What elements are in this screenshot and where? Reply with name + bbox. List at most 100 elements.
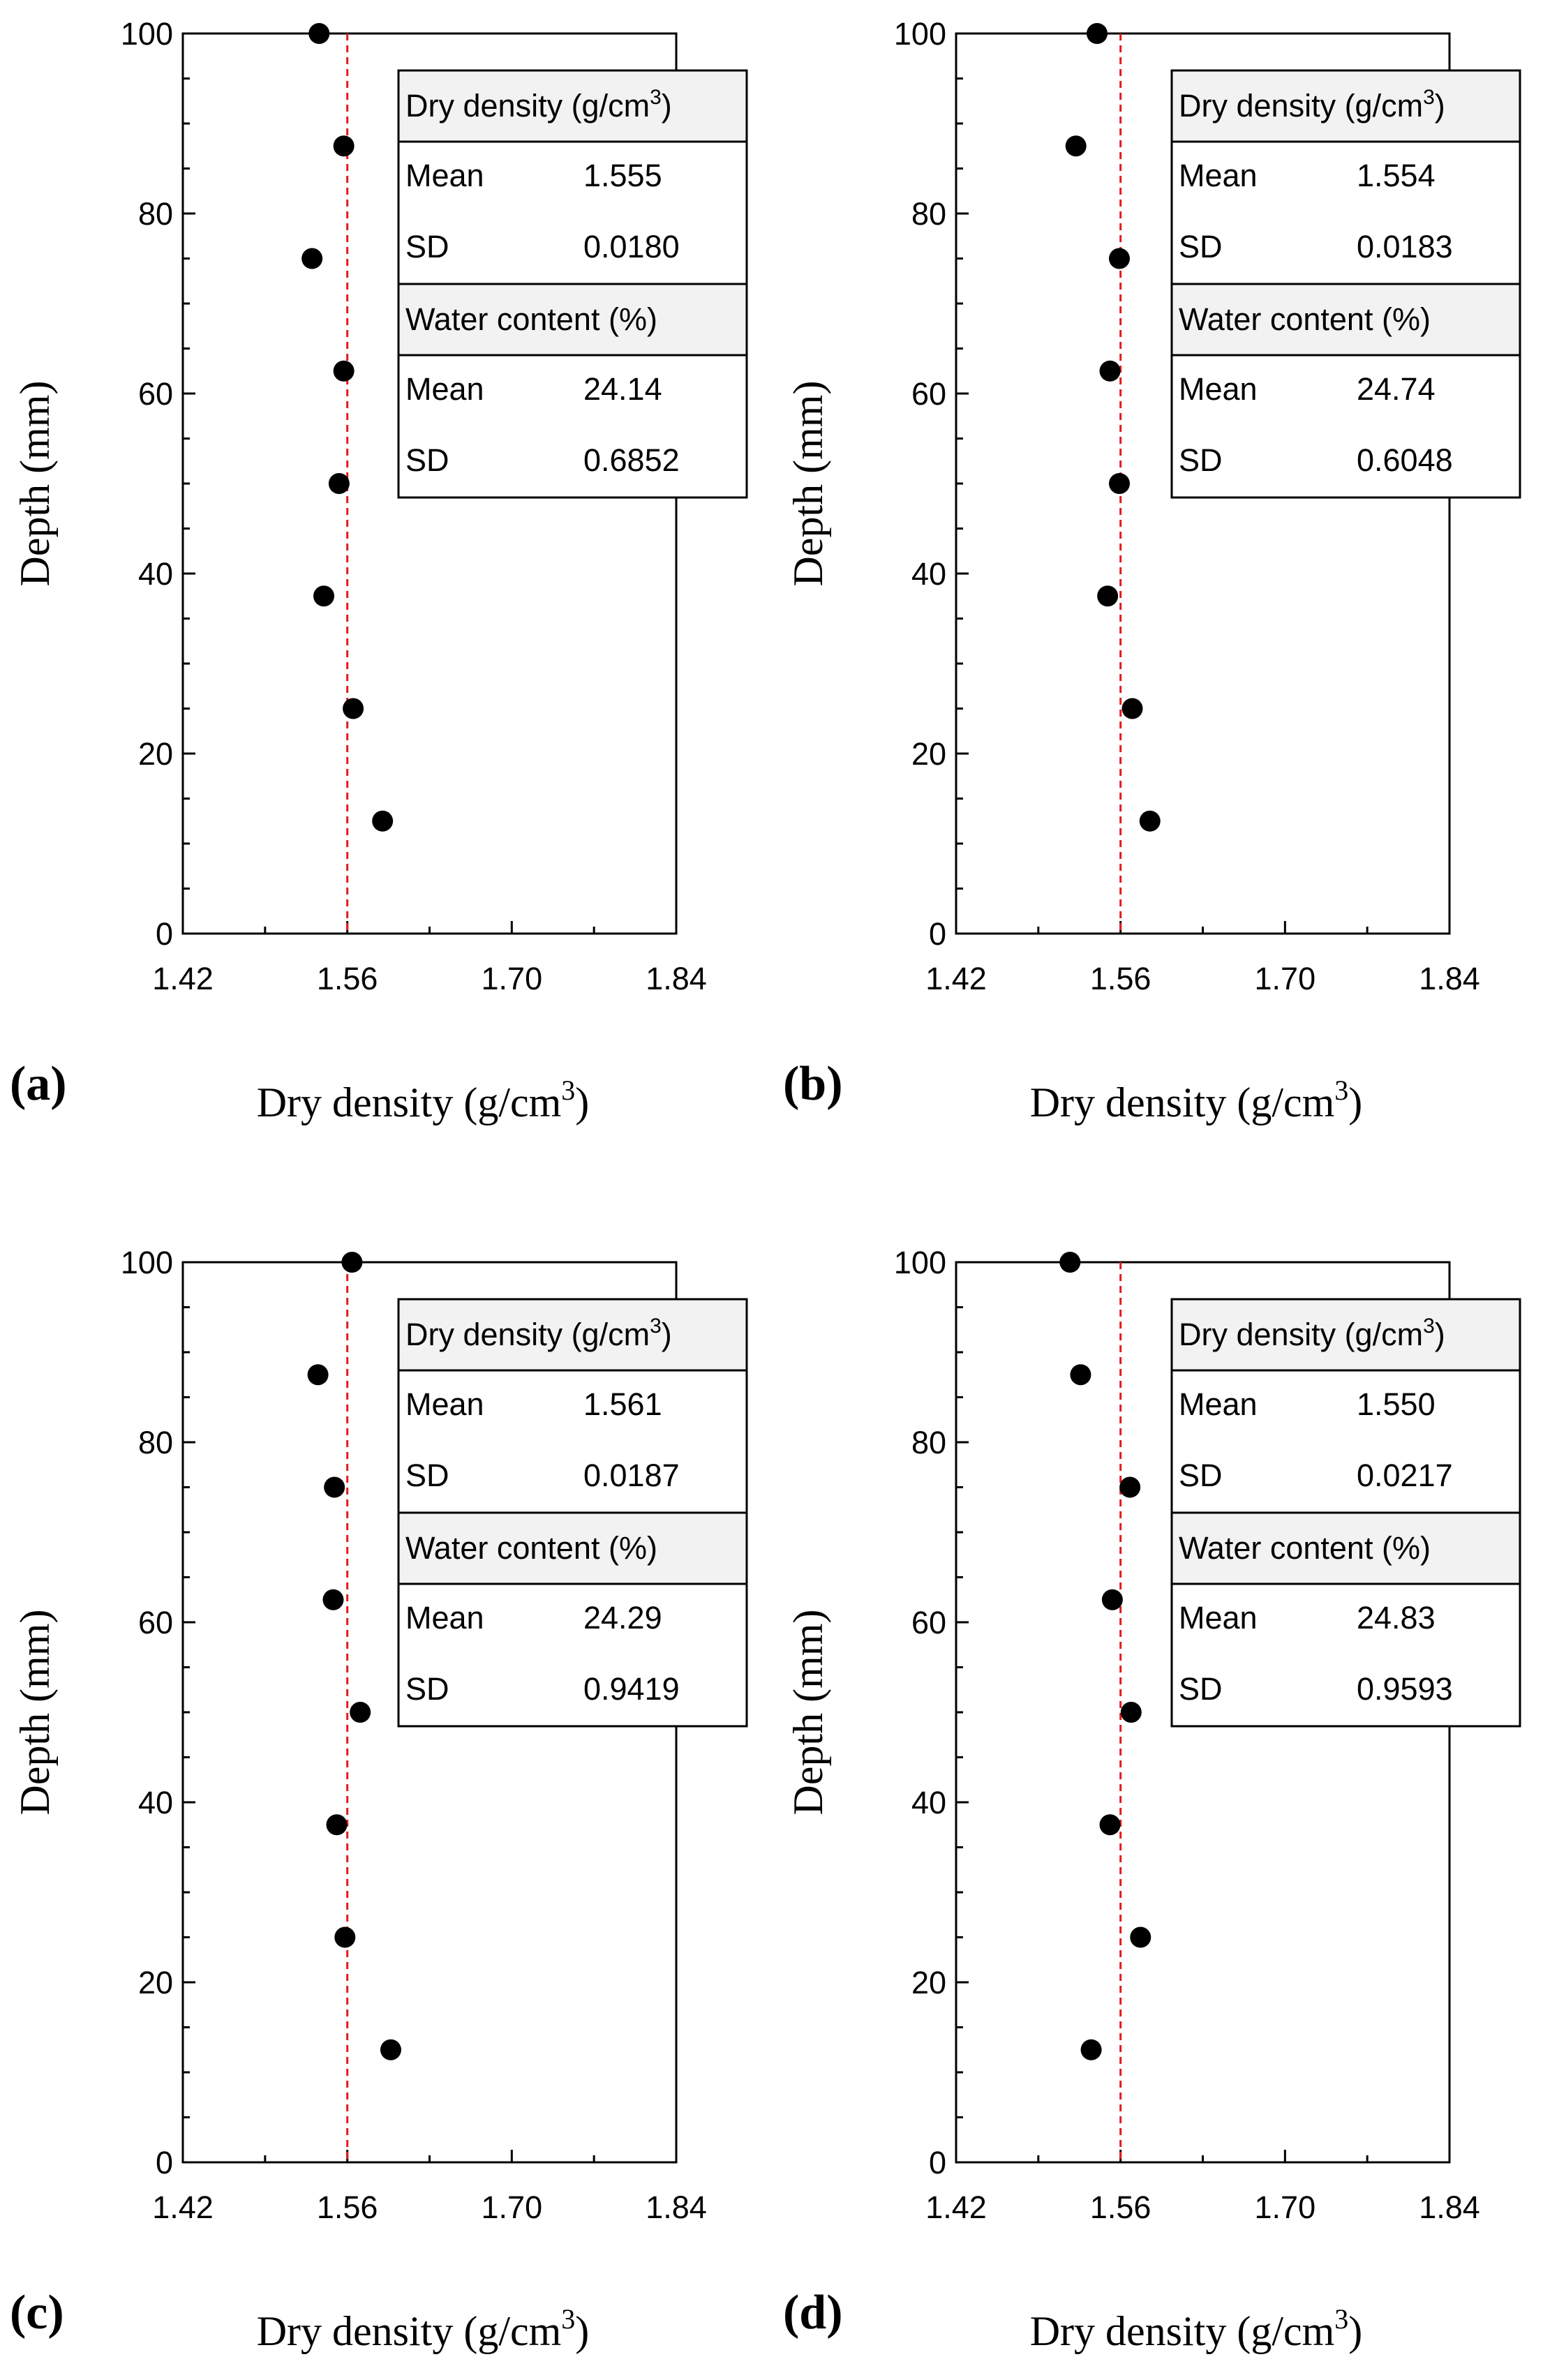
x-tick-label: 1.70 bbox=[1255, 2190, 1316, 2225]
chart-panel-c: 0 20 40 60 80 100 1.42 1.56 1.70 1.84 Dry density … bbox=[10, 1245, 748, 2354]
data-point bbox=[308, 23, 330, 44]
data-point bbox=[1065, 135, 1087, 157]
data-point bbox=[1087, 23, 1108, 44]
data-point bbox=[322, 1589, 344, 1610]
data-point bbox=[333, 360, 355, 382]
panel-label: (b) bbox=[783, 1057, 843, 1111]
data-point bbox=[380, 2039, 401, 2060]
stats-dry-header: Dry density (g/cm3) bbox=[1179, 1315, 1445, 1352]
stats-dry-mean-label: Mean bbox=[405, 158, 484, 193]
stats-water-sd-value: 0.9593 bbox=[1357, 1671, 1453, 1707]
data-point bbox=[324, 1476, 345, 1498]
data-point bbox=[333, 135, 355, 157]
stats-dry-mean-value: 1.555 bbox=[583, 158, 662, 193]
stats-water-mean-value: 24.14 bbox=[583, 371, 662, 407]
x-tick-label: 1.84 bbox=[646, 2190, 707, 2225]
x-tick-label: 1.70 bbox=[482, 2190, 543, 2225]
x-axis-title-sup: 3 bbox=[561, 2303, 575, 2335]
x-tick-label: 1.56 bbox=[317, 2190, 378, 2225]
stats-rows-water-bg bbox=[398, 1584, 747, 1726]
stats-dry-header-text: Dry density (g/cm bbox=[405, 1317, 650, 1352]
data-point bbox=[350, 1702, 371, 1723]
data-point bbox=[1120, 1702, 1142, 1723]
stats-dry-sd-label: SD bbox=[405, 1458, 449, 1493]
y-tick-label: 0 bbox=[929, 2145, 946, 2180]
x-tick-label: 1.84 bbox=[1419, 2190, 1480, 2225]
x-tick-label: 1.84 bbox=[1419, 961, 1480, 996]
x-axis-title-sup: 3 bbox=[1334, 2303, 1348, 2335]
y-tick-label: 40 bbox=[911, 556, 946, 592]
panel-label: (d) bbox=[783, 2286, 843, 2340]
stats-dry-sd-label: SD bbox=[1179, 229, 1223, 264]
x-axis-title-sup: 3 bbox=[1334, 1075, 1348, 1106]
stats-dry-header: Dry density (g/cm3) bbox=[1179, 86, 1445, 124]
x-axis-title: Dry density (g/cm3) bbox=[1030, 1075, 1363, 1125]
x-tick-label: 1.84 bbox=[646, 961, 707, 996]
stats-dry-header: Dry density (g/cm3) bbox=[405, 86, 672, 124]
stats-water-mean-label: Mean bbox=[405, 371, 484, 407]
y-tick-label: 60 bbox=[911, 1605, 946, 1640]
data-point bbox=[1070, 1364, 1091, 1386]
stats-dry-header-text: Dry density (g/cm bbox=[1179, 88, 1423, 124]
y-tick-label: 20 bbox=[911, 1965, 946, 2000]
x-axis-title: Dry density (g/cm3) bbox=[1030, 2303, 1363, 2354]
y-tick-label: 0 bbox=[156, 916, 173, 952]
x-axis-title-text: Dry density (g/cm bbox=[1030, 1079, 1335, 1125]
stats-rows-dry-bg bbox=[398, 1370, 747, 1513]
stats-dry-header-text: Dry density (g/cm bbox=[1179, 1317, 1423, 1352]
x-tick-label: 1.70 bbox=[1255, 961, 1316, 996]
stats-dry-sd-label: SD bbox=[405, 229, 449, 264]
stats-dry-header-end: ) bbox=[1435, 88, 1445, 124]
y-tick-label: 60 bbox=[138, 376, 173, 412]
stats-dry-header-sup: 3 bbox=[1423, 1315, 1435, 1338]
x-tick-label: 1.42 bbox=[152, 961, 214, 996]
x-axis-title-text: Dry density (g/cm bbox=[1030, 2308, 1335, 2354]
x-axis-title-end: ) bbox=[1348, 2308, 1362, 2354]
stats-rows-dry-bg bbox=[1172, 1370, 1520, 1513]
stats-rows-water-bg bbox=[398, 355, 747, 497]
x-tick-label: 1.42 bbox=[152, 2190, 214, 2225]
stats-water-header: Water content (%) bbox=[1179, 1530, 1431, 1566]
data-point bbox=[1121, 698, 1143, 719]
stats-dry-mean-value: 1.561 bbox=[583, 1386, 662, 1422]
stats-rows-dry-bg bbox=[1172, 142, 1520, 284]
y-tick-label: 100 bbox=[121, 16, 173, 52]
y-tick-label: 60 bbox=[911, 376, 946, 412]
stats-water-header: Water content (%) bbox=[1179, 301, 1431, 337]
chart-panel-a: 0 20 40 60 80 100 1.42 1.56 1.70 1.84 Dry density … bbox=[10, 16, 748, 1125]
stats-dry-header-sup: 3 bbox=[1423, 86, 1435, 109]
y-tick-label: 80 bbox=[138, 196, 173, 232]
stats-header-dry-bg bbox=[398, 1299, 747, 1370]
y-tick-label: 100 bbox=[894, 16, 946, 52]
stats-rows-dry-bg bbox=[398, 142, 747, 284]
stats-dry-header-text: Dry density (g/cm bbox=[405, 88, 650, 124]
stats-dry-header-end: ) bbox=[662, 88, 672, 124]
stats-water-sd-label: SD bbox=[1179, 442, 1223, 478]
stats-table: Dry density (g/cm3) Mean 1.550 SD 0.0217 Wate… bbox=[1170, 1298, 1521, 1728]
data-point bbox=[328, 473, 350, 494]
y-tick-label: 20 bbox=[138, 736, 173, 772]
data-point bbox=[372, 810, 394, 832]
stats-dry-mean-label: Mean bbox=[405, 1386, 484, 1422]
stats-water-sd-label: SD bbox=[405, 1671, 449, 1707]
stats-dry-sd-value: 0.0180 bbox=[583, 229, 680, 264]
x-axis-title-end: ) bbox=[1348, 1079, 1362, 1125]
x-tick-label: 1.56 bbox=[1090, 961, 1151, 996]
y-tick-label: 0 bbox=[156, 2145, 173, 2180]
y-tick-label: 40 bbox=[138, 1785, 173, 1820]
x-axis-title: Dry density (g/cm3) bbox=[257, 2303, 590, 2354]
y-axis-title: Depth (mm) bbox=[785, 381, 831, 587]
y-axis-title: Depth (mm) bbox=[785, 1610, 831, 1816]
stats-water-mean-label: Mean bbox=[405, 1600, 484, 1636]
stats-water-sd-label: SD bbox=[405, 442, 449, 478]
y-tick-label: 100 bbox=[894, 1245, 946, 1280]
data-point bbox=[1119, 1476, 1141, 1498]
data-point bbox=[326, 1814, 348, 1836]
stats-water-mean-value: 24.83 bbox=[1357, 1600, 1436, 1636]
stats-water-header: Water content (%) bbox=[405, 301, 657, 337]
y-axis-title: Depth (mm) bbox=[12, 1610, 58, 1816]
stats-rows-water-bg bbox=[1172, 1584, 1520, 1726]
stats-dry-sd-value: 0.0217 bbox=[1357, 1458, 1453, 1493]
stats-header-water-bg bbox=[1172, 1513, 1520, 1584]
